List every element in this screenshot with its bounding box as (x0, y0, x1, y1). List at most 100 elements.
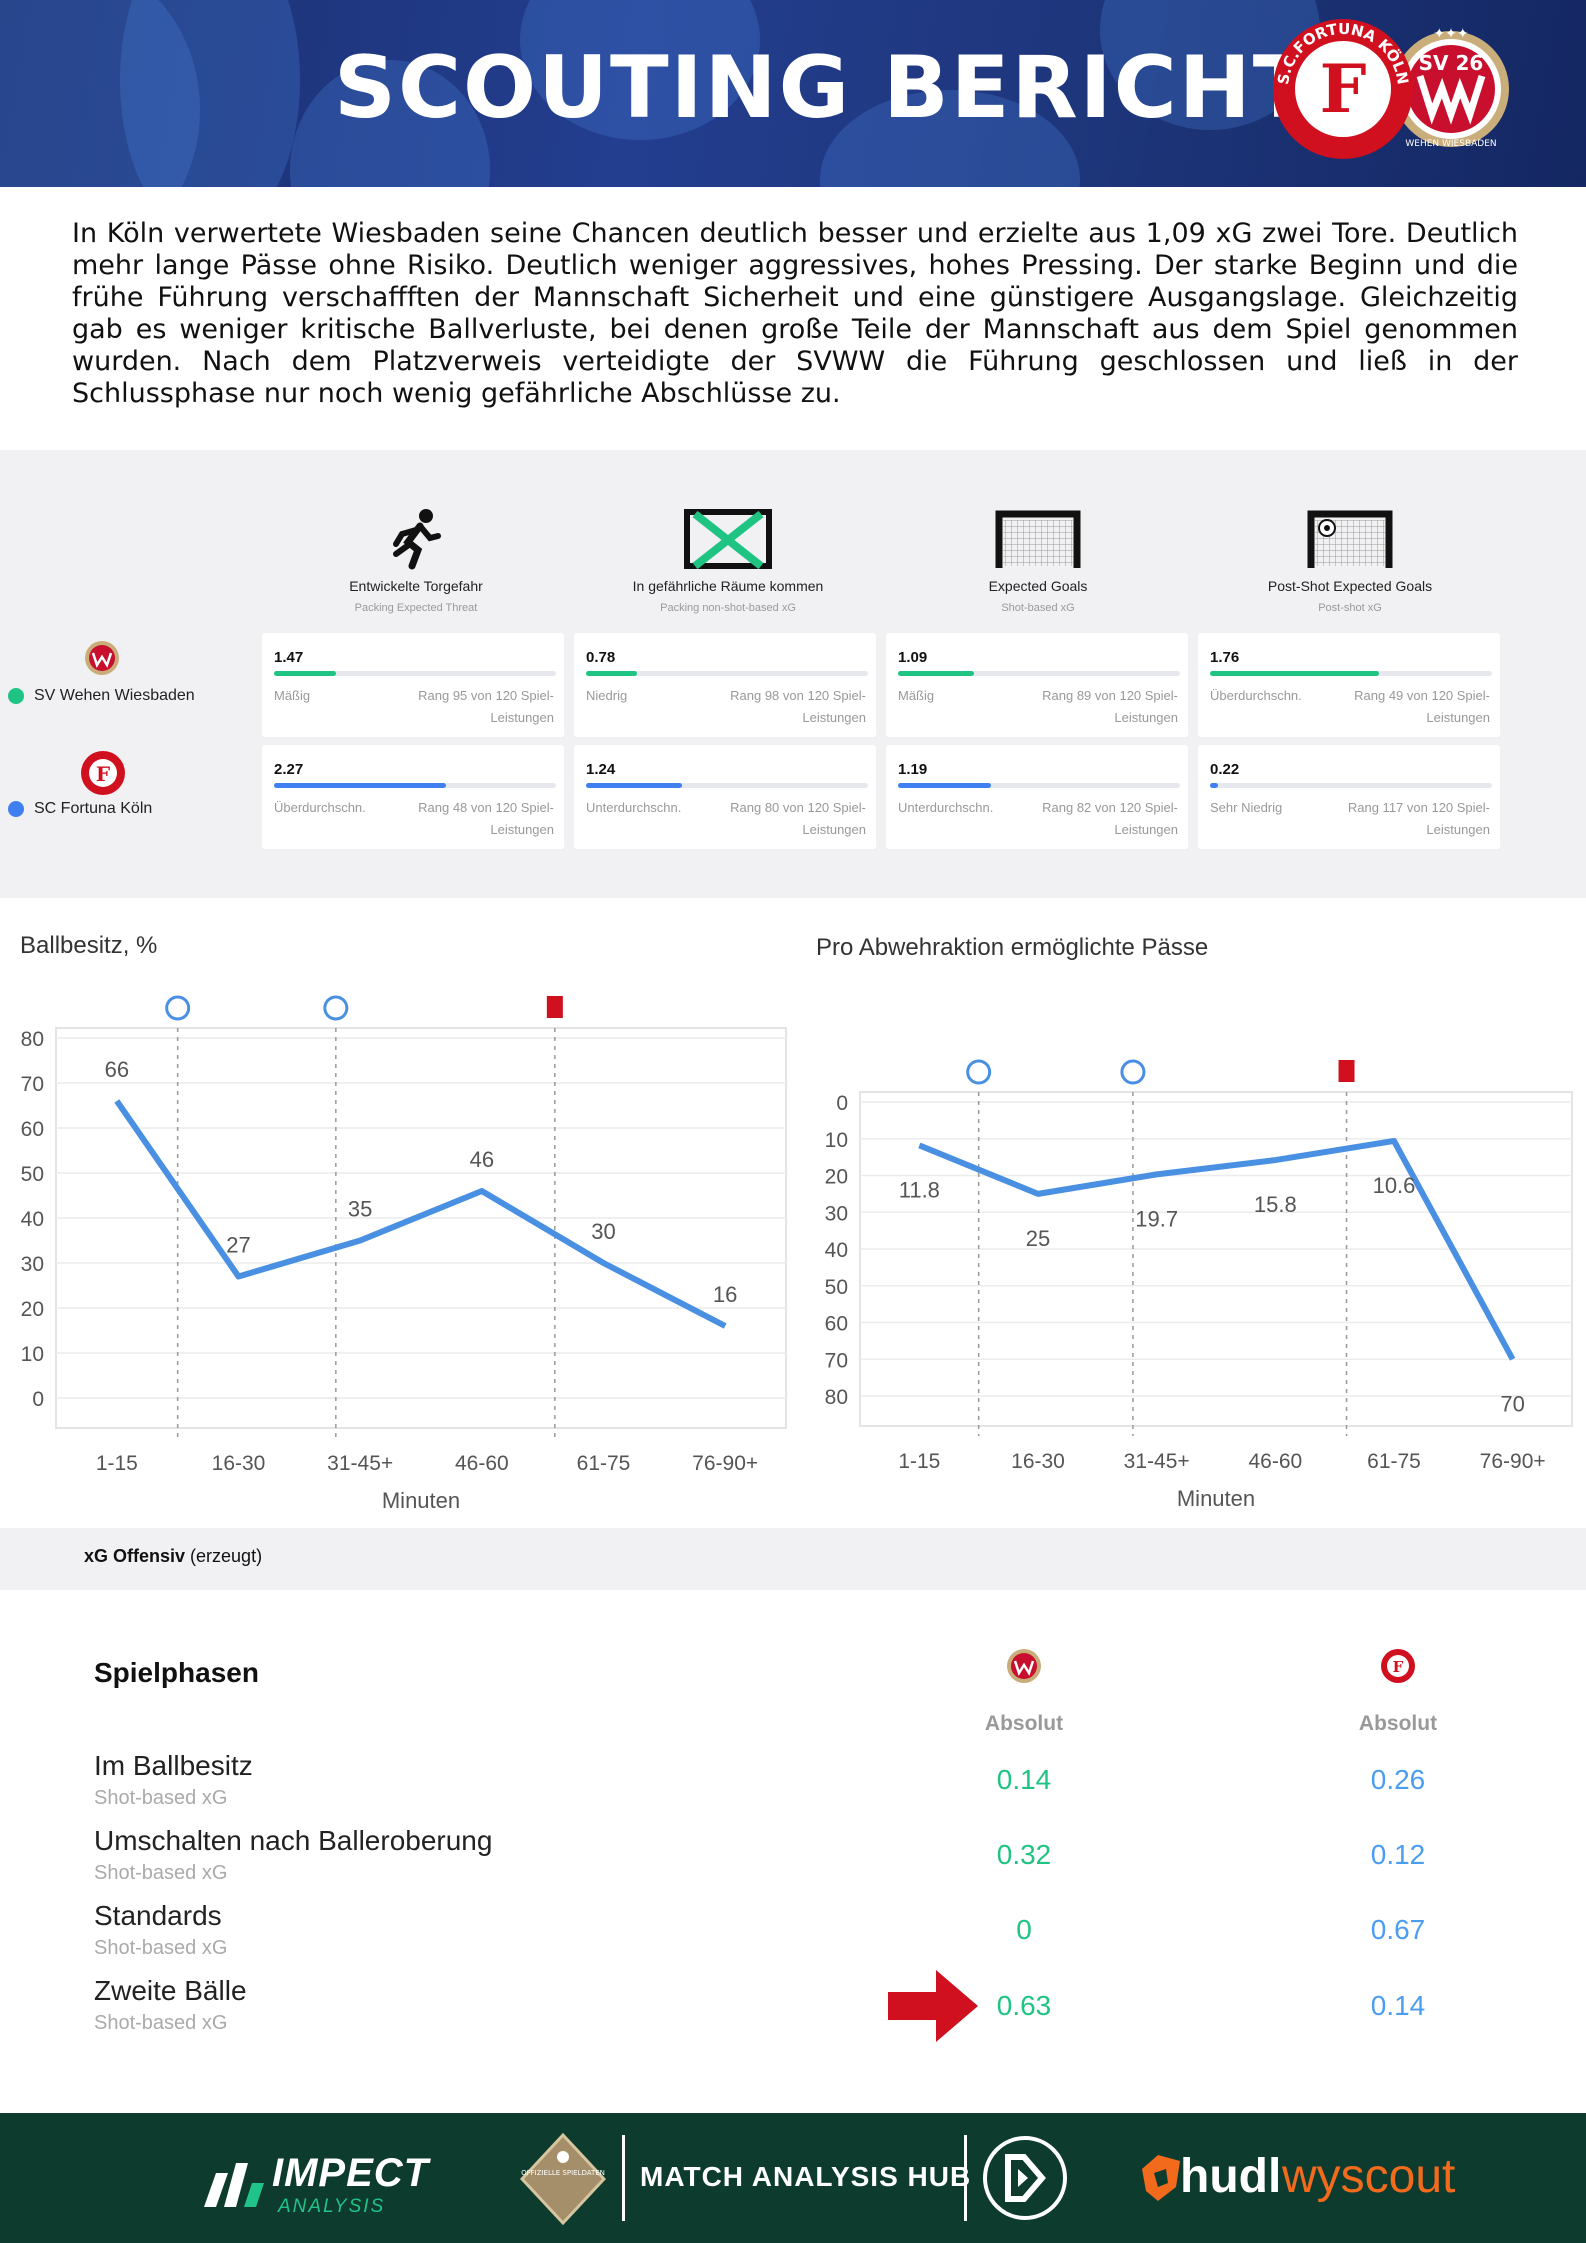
svww-column-crest (1007, 1649, 1041, 1683)
impect-logo-subtext: ANALYSIS (278, 2196, 386, 2217)
metric-value: 0.78 (586, 649, 616, 666)
metric-rank: Rang 80 von 120 Spiel-Leistungen (730, 800, 866, 837)
metric-card: 1.76 Überdurchschn. Rang 49 von 120 Spiel-… (1198, 633, 1500, 737)
metric-card: 0.22 Sehr Niedrig Rang 117 von 120 Spiel-L… (1198, 745, 1500, 849)
metric-title: In gefährliche Räume kommen (632, 578, 824, 594)
metric-bar-track (274, 783, 556, 788)
possession-chart: 0 10 20 30 40 50 60 70 80 1-15 16-30 31-45+ 46-60 61-… (21, 995, 787, 1510)
x-axis-label: Minuten (1177, 1486, 1255, 1510)
metric-rank: Rang 82 von 120 Spiel-Leistungen (1042, 800, 1178, 837)
hudl-text: hudl (1180, 2150, 1282, 2203)
data-label: 25 (1026, 1226, 1050, 1251)
metric-bar-track (898, 783, 1180, 788)
y-tick-label: 50 (825, 1276, 848, 1299)
y-tick-label: 10 (825, 1129, 848, 1152)
svg-text:F: F (1320, 50, 1367, 128)
team-color-dot (8, 801, 24, 817)
team-label-svww: SV Wehen Wiesbaden (8, 687, 195, 705)
running-player-icon (393, 509, 441, 570)
metric-rank: Rang 95 von 120 Spiel-Leistungen (418, 688, 554, 725)
metric-card: 2.27 Überdurchschn. Rang 48 von 120 Spiel-… (262, 745, 564, 849)
badge-text: OFFIZIELLE SPIELDATEN (521, 2169, 605, 2177)
dfb-logo (983, 2136, 1067, 2220)
metric-subtitle: Shot-based xG (1001, 602, 1075, 614)
team-name: SV Wehen Wiesbaden (34, 687, 195, 704)
footer: IMPECT ANALYSIS OFFIZIELLE SPIELDATEN MA… (0, 2113, 1586, 2243)
metric-bar-fill (898, 783, 992, 788)
svg-text:F: F (1393, 1658, 1404, 1676)
y-tick-label: 0 (836, 1092, 848, 1115)
data-label: 66 (105, 1057, 129, 1082)
metric-rank: Rang 89 von 120 Spiel-Leistungen (1042, 688, 1178, 725)
y-tick-label: 40 (21, 1208, 44, 1231)
data-label: 30 (591, 1219, 615, 1244)
team-color-dot (8, 688, 24, 704)
svww-logo-text: SV 26 (1419, 51, 1484, 75)
phase-label: Standards (94, 1900, 222, 1931)
metric-rank: Rang 98 von 120 Spiel-Leistungen (730, 688, 866, 725)
xg-offensive-strip: xG Offensiv (erzeugt) (0, 1528, 1586, 1590)
football-icon (966, 1059, 992, 1085)
metric-bar-fill (274, 671, 337, 676)
y-tick-label: 70 (21, 1073, 44, 1096)
x-tick-label: 61-75 (1367, 1450, 1421, 1473)
y-tick-label: 80 (825, 1386, 848, 1409)
metric-bar-fill (898, 671, 975, 676)
football-icon (1120, 1059, 1146, 1085)
metric-bar-fill (1210, 783, 1219, 788)
x-tick-label: 46-60 (1248, 1450, 1302, 1473)
phase-label: Zweite Bälle (94, 1975, 247, 2006)
y-tick-label: 50 (21, 1163, 44, 1186)
metric-level: Unterdurchschn. (586, 800, 682, 815)
phase-value-fortuna: 0.67 (1370, 1914, 1426, 1945)
metric-level: Überdurchschn. (1210, 688, 1302, 703)
metric-value: 1.24 (586, 761, 616, 778)
x-tick-label: 31-45+ (1124, 1450, 1190, 1473)
x-tick-label: 31-45+ (327, 1452, 393, 1475)
fortuna-column-crest: F (1381, 1649, 1415, 1683)
metric-rank: Rang 117 von 120 Spiel-Leistungen (1347, 800, 1490, 837)
red-card-icon (1338, 1060, 1355, 1082)
page-title: SCOUTING BERICHT (334, 38, 1314, 138)
metric-title: Entwickelte Torgefahr (349, 578, 483, 594)
metric-header: Entwickelte Torgefahr Packing Expected T… (266, 506, 566, 614)
goal-with-ball-icon (1307, 510, 1393, 568)
y-tick-label: 60 (21, 1118, 44, 1141)
phase-sublabel: Shot-based xG (94, 2012, 228, 2034)
x-axis-label: Minuten (382, 1488, 460, 1510)
svww-crest (85, 641, 119, 675)
metric-level: Mäßig (898, 688, 935, 703)
ppda-chart: 0 10 20 30 40 50 60 70 80 1-15 16-30 31-45+ 46-60 61-… (825, 1059, 1573, 1510)
official-data-badge: OFFIZIELLE SPIELDATEN (520, 2133, 606, 2225)
svww-logo: SV 26 WEHEN WIESBADEN ✦✦✦ (1393, 26, 1509, 149)
y-tick-label: 30 (825, 1202, 848, 1225)
metric-rank: Rang 48 von 120 Spiel-Leistungen (418, 800, 554, 837)
plot-frame (859, 1091, 1573, 1427)
footer-divider (964, 2135, 967, 2221)
metric-level: Mäßig (274, 688, 311, 703)
phase-label: Umschalten nach Balleroberung (94, 1825, 493, 1856)
match-analysis-hub-text: MATCH ANALYSIS HUB (640, 2161, 972, 2192)
x-tick-label: 1-15 (898, 1450, 940, 1473)
metric-bar-fill (1210, 671, 1380, 676)
metric-bar-fill (586, 783, 682, 788)
footer-divider (622, 2135, 625, 2221)
metric-card: 1.09 Mäßig Rang 89 von 120 Spiel-Leistunge… (886, 633, 1188, 737)
wyscout-text: wyscout (1282, 2150, 1456, 2203)
passes-per-defensive-action-chart-title: Pro Abwehraktion ermöglichte Pässe (816, 934, 1209, 961)
y-tick-label: 80 (21, 1028, 44, 1051)
data-label: 10.6 (1373, 1173, 1416, 1198)
phase-sublabel: Shot-based xG (94, 1937, 228, 1959)
xg-strip-suffix: (erzeugt) (185, 1546, 263, 1566)
phase-sublabel: Shot-based xG (94, 1787, 228, 1809)
phase-value-fortuna: 0.26 (1370, 1764, 1426, 1795)
metric-card: 1.19 Unterdurchschn. Rang 82 von 120 Spiel… (886, 745, 1188, 849)
possession-chart-title: Ballbesitz, % (20, 932, 158, 959)
x-tick-label: 76-90+ (692, 1452, 758, 1475)
x-tick-label: 46-60 (455, 1452, 509, 1475)
data-label: 35 (348, 1197, 372, 1222)
data-label: 11.8 (899, 1177, 940, 1202)
fortuna-crest: F (81, 751, 125, 795)
metric-title: Post-Shot Expected Goals (1267, 578, 1433, 594)
